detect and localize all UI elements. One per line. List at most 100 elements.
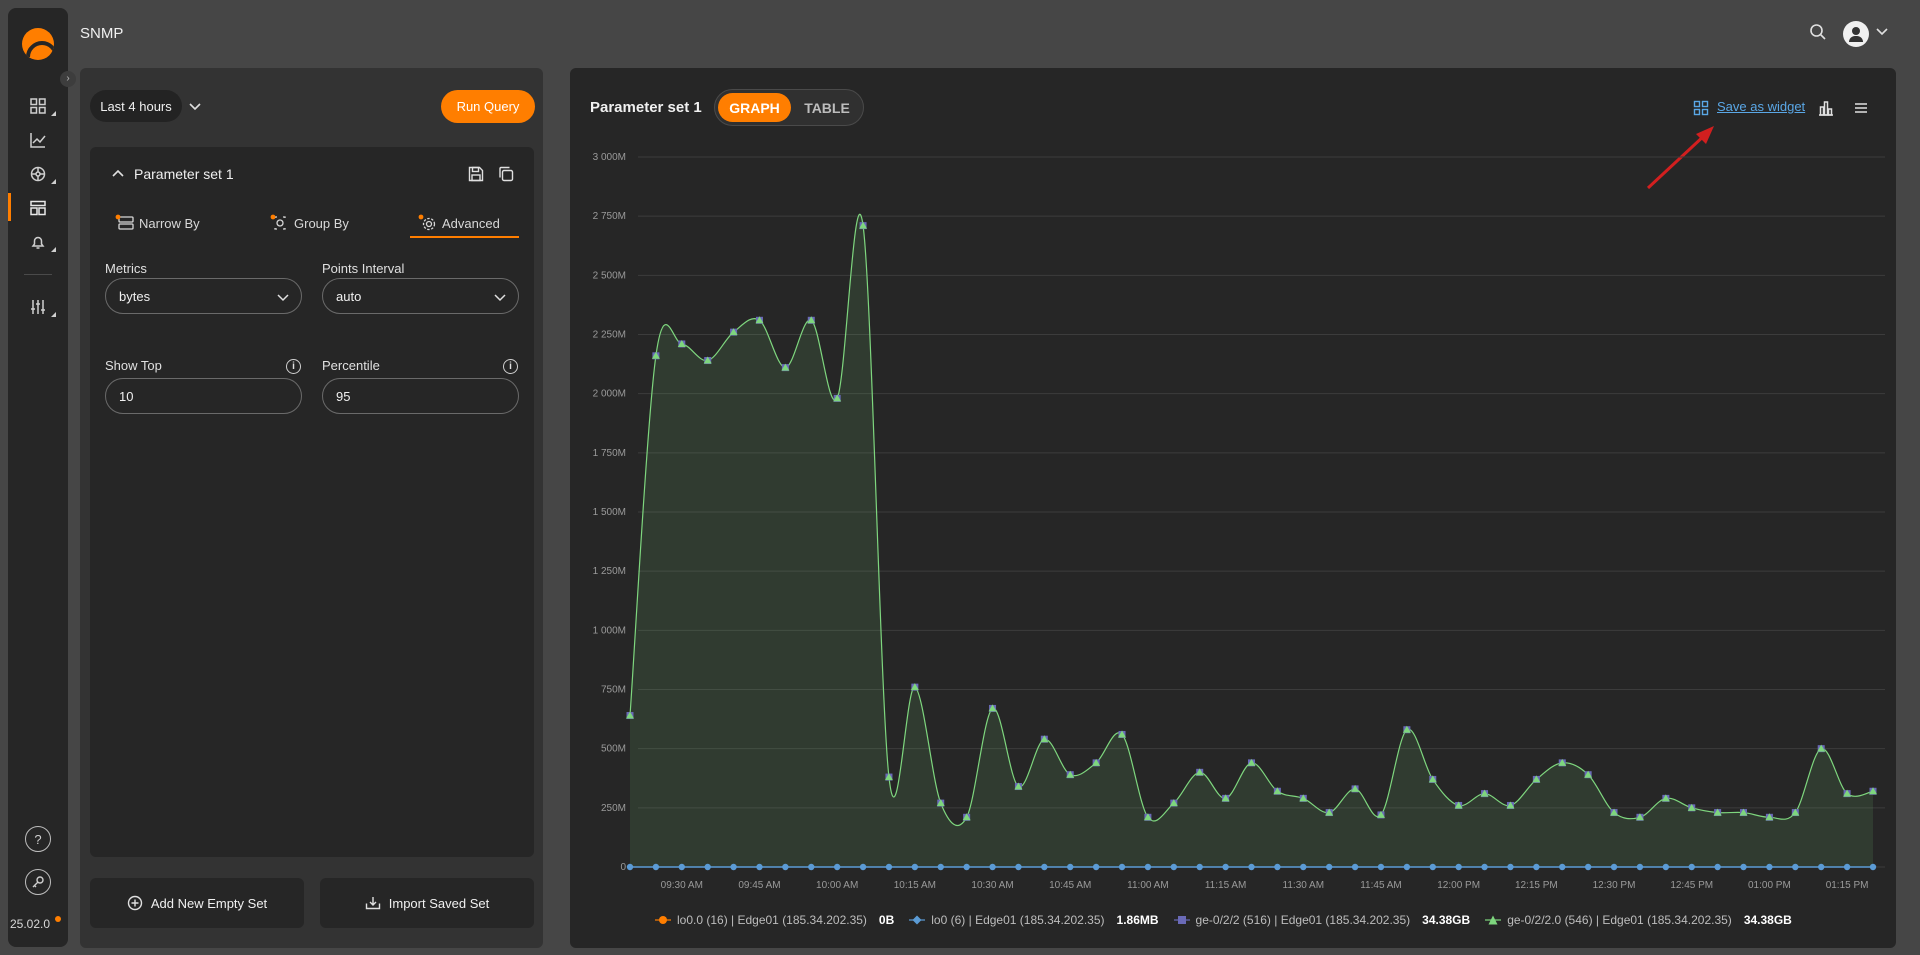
graph-panel — [570, 68, 1896, 948]
x-tick-label: 12:15 PM — [1515, 880, 1558, 891]
baseline-point — [678, 863, 685, 871]
widget-icon[interactable] — [1693, 100, 1709, 116]
alerts-icon[interactable] — [8, 230, 68, 254]
baseline-point — [1351, 863, 1359, 871]
baseline-point — [1403, 863, 1411, 871]
baseline-point — [963, 863, 970, 871]
key-icon[interactable] — [25, 869, 51, 895]
legend-item[interactable]: lo0.0 (16) | Edge01 (185.34.202.35) 0B — [655, 913, 894, 927]
active-tab-indicator — [410, 236, 519, 238]
baseline-point — [1662, 863, 1670, 871]
baseline-point — [1688, 863, 1695, 871]
data-point-triangle — [1843, 789, 1852, 797]
save-icon[interactable] — [467, 165, 485, 183]
y-tick-label: 2 000M — [593, 389, 626, 400]
data-point-triangle — [859, 221, 868, 229]
data-point-triangle — [1221, 794, 1230, 802]
baseline-point — [1507, 863, 1514, 871]
percentile-input[interactable]: 95 — [322, 378, 519, 414]
avatar[interactable] — [1843, 21, 1869, 47]
import-saved-set-label: Import Saved Set — [388, 895, 490, 911]
brand-logo[interactable] — [22, 28, 54, 60]
data-point-triangle — [1143, 813, 1152, 821]
points-interval-select[interactable]: auto — [322, 278, 519, 314]
data-point-triangle — [1713, 808, 1722, 816]
data-point-triangle — [1325, 808, 1334, 816]
x-tick-label: 09:30 AM — [661, 880, 703, 891]
show-top-input[interactable]: 10 — [105, 378, 302, 414]
diamond-marker-icon — [909, 915, 926, 925]
table-view-button[interactable]: TABLE — [804, 99, 850, 116]
x-tick-label: 10:45 AM — [1049, 880, 1091, 891]
tab-group-by[interactable]: Group By — [270, 210, 349, 236]
run-query-button[interactable]: Run Query — [441, 90, 535, 123]
save-as-widget-link[interactable]: Save as widget — [1717, 99, 1806, 114]
time-range-select[interactable]: Last 4 hours — [90, 90, 182, 122]
legend-item[interactable]: ge-0/2/2.0 (546) | Edge01 (185.34.202.35… — [1485, 913, 1792, 927]
tab-label: Narrow By — [139, 215, 200, 231]
info-icon[interactable]: i — [286, 359, 301, 374]
baseline-point — [989, 863, 996, 871]
metrics-label: Metrics — [105, 261, 147, 276]
legend-value: 0B — [878, 913, 895, 927]
data-point-triangle — [1610, 808, 1619, 816]
chevron-up-icon[interactable] — [110, 166, 126, 182]
data-point-triangle — [910, 683, 919, 691]
x-tick-label: 11:15 AM — [1205, 880, 1247, 891]
gear-icon — [418, 214, 436, 231]
add-empty-set-button[interactable]: Add New Empty Set — [90, 878, 304, 928]
charts-icon[interactable] — [8, 128, 68, 152]
data-point-triangle — [1480, 789, 1489, 797]
y-tick-label: 1 500M — [593, 507, 626, 518]
graph-panel-title: Parameter set 1 — [590, 99, 702, 116]
reports-icon[interactable] — [8, 196, 68, 220]
add-empty-set-label: Add New Empty Set — [150, 895, 268, 911]
x-tick-label: 12:45 PM — [1670, 880, 1713, 891]
menu-icon[interactable] — [1852, 99, 1870, 117]
x-tick-label: 09:45 AM — [738, 880, 780, 891]
chart-legend: lo0.0 (16) | Edge01 (185.34.202.35) 0B l… — [655, 911, 1807, 929]
baseline-point — [1041, 863, 1048, 871]
data-point-triangle — [1247, 758, 1256, 766]
info-icon[interactable]: i — [503, 359, 518, 374]
dashboards-icon[interactable] — [8, 94, 68, 118]
tab-narrow-by[interactable]: Narrow By — [115, 210, 200, 236]
graph-view-button[interactable]: GRAPH — [718, 93, 791, 122]
y-tick-label: 0 — [620, 862, 626, 873]
data-point-triangle — [1454, 801, 1463, 809]
chevron-down-icon[interactable] — [186, 97, 204, 115]
settings-sliders-icon[interactable] — [8, 295, 68, 319]
import-saved-set-button[interactable]: Import Saved Set — [320, 878, 534, 928]
legend-item[interactable]: ge-0/2/2 (516) | Edge01 (185.34.202.35) … — [1173, 913, 1470, 927]
search-icon[interactable] — [1808, 22, 1828, 42]
copy-icon[interactable] — [497, 165, 515, 183]
data-point-triangle — [651, 351, 660, 359]
version-badge-dot — [55, 916, 61, 922]
data-point-triangle — [936, 799, 945, 807]
data-point-triangle — [1428, 775, 1437, 783]
collapse-rail-icon[interactable]: › — [60, 71, 76, 87]
filter-list-icon — [115, 214, 134, 230]
rail-divider — [24, 274, 52, 275]
bar-chart-icon[interactable] — [1817, 99, 1835, 117]
baseline-point — [652, 863, 660, 871]
data-point-triangle — [755, 316, 764, 324]
y-tick-label: 250M — [601, 803, 626, 814]
data-point-triangle — [884, 773, 893, 781]
network-icon[interactable] — [8, 162, 68, 186]
data-point-triangle — [1195, 768, 1204, 776]
app-version: 25.02.0 — [10, 917, 51, 931]
baseline-point — [1559, 863, 1566, 871]
help-icon[interactable]: ? — [25, 826, 51, 852]
data-point-triangle — [1014, 782, 1023, 790]
chevron-down-icon[interactable] — [1873, 22, 1891, 40]
tab-advanced[interactable]: Advanced — [418, 210, 500, 236]
circle-marker-icon — [655, 916, 671, 924]
legend-item[interactable]: lo0 (6) | Edge01 (185.34.202.35) 1.86MB — [909, 913, 1159, 927]
triangle-marker-icon — [1485, 915, 1502, 925]
baseline-point — [1481, 863, 1488, 871]
y-tick-label: 3 000M — [593, 152, 626, 163]
page-title: SNMP — [80, 25, 124, 42]
metrics-select[interactable]: bytes — [105, 278, 302, 314]
data-point-triangle — [1376, 810, 1385, 818]
